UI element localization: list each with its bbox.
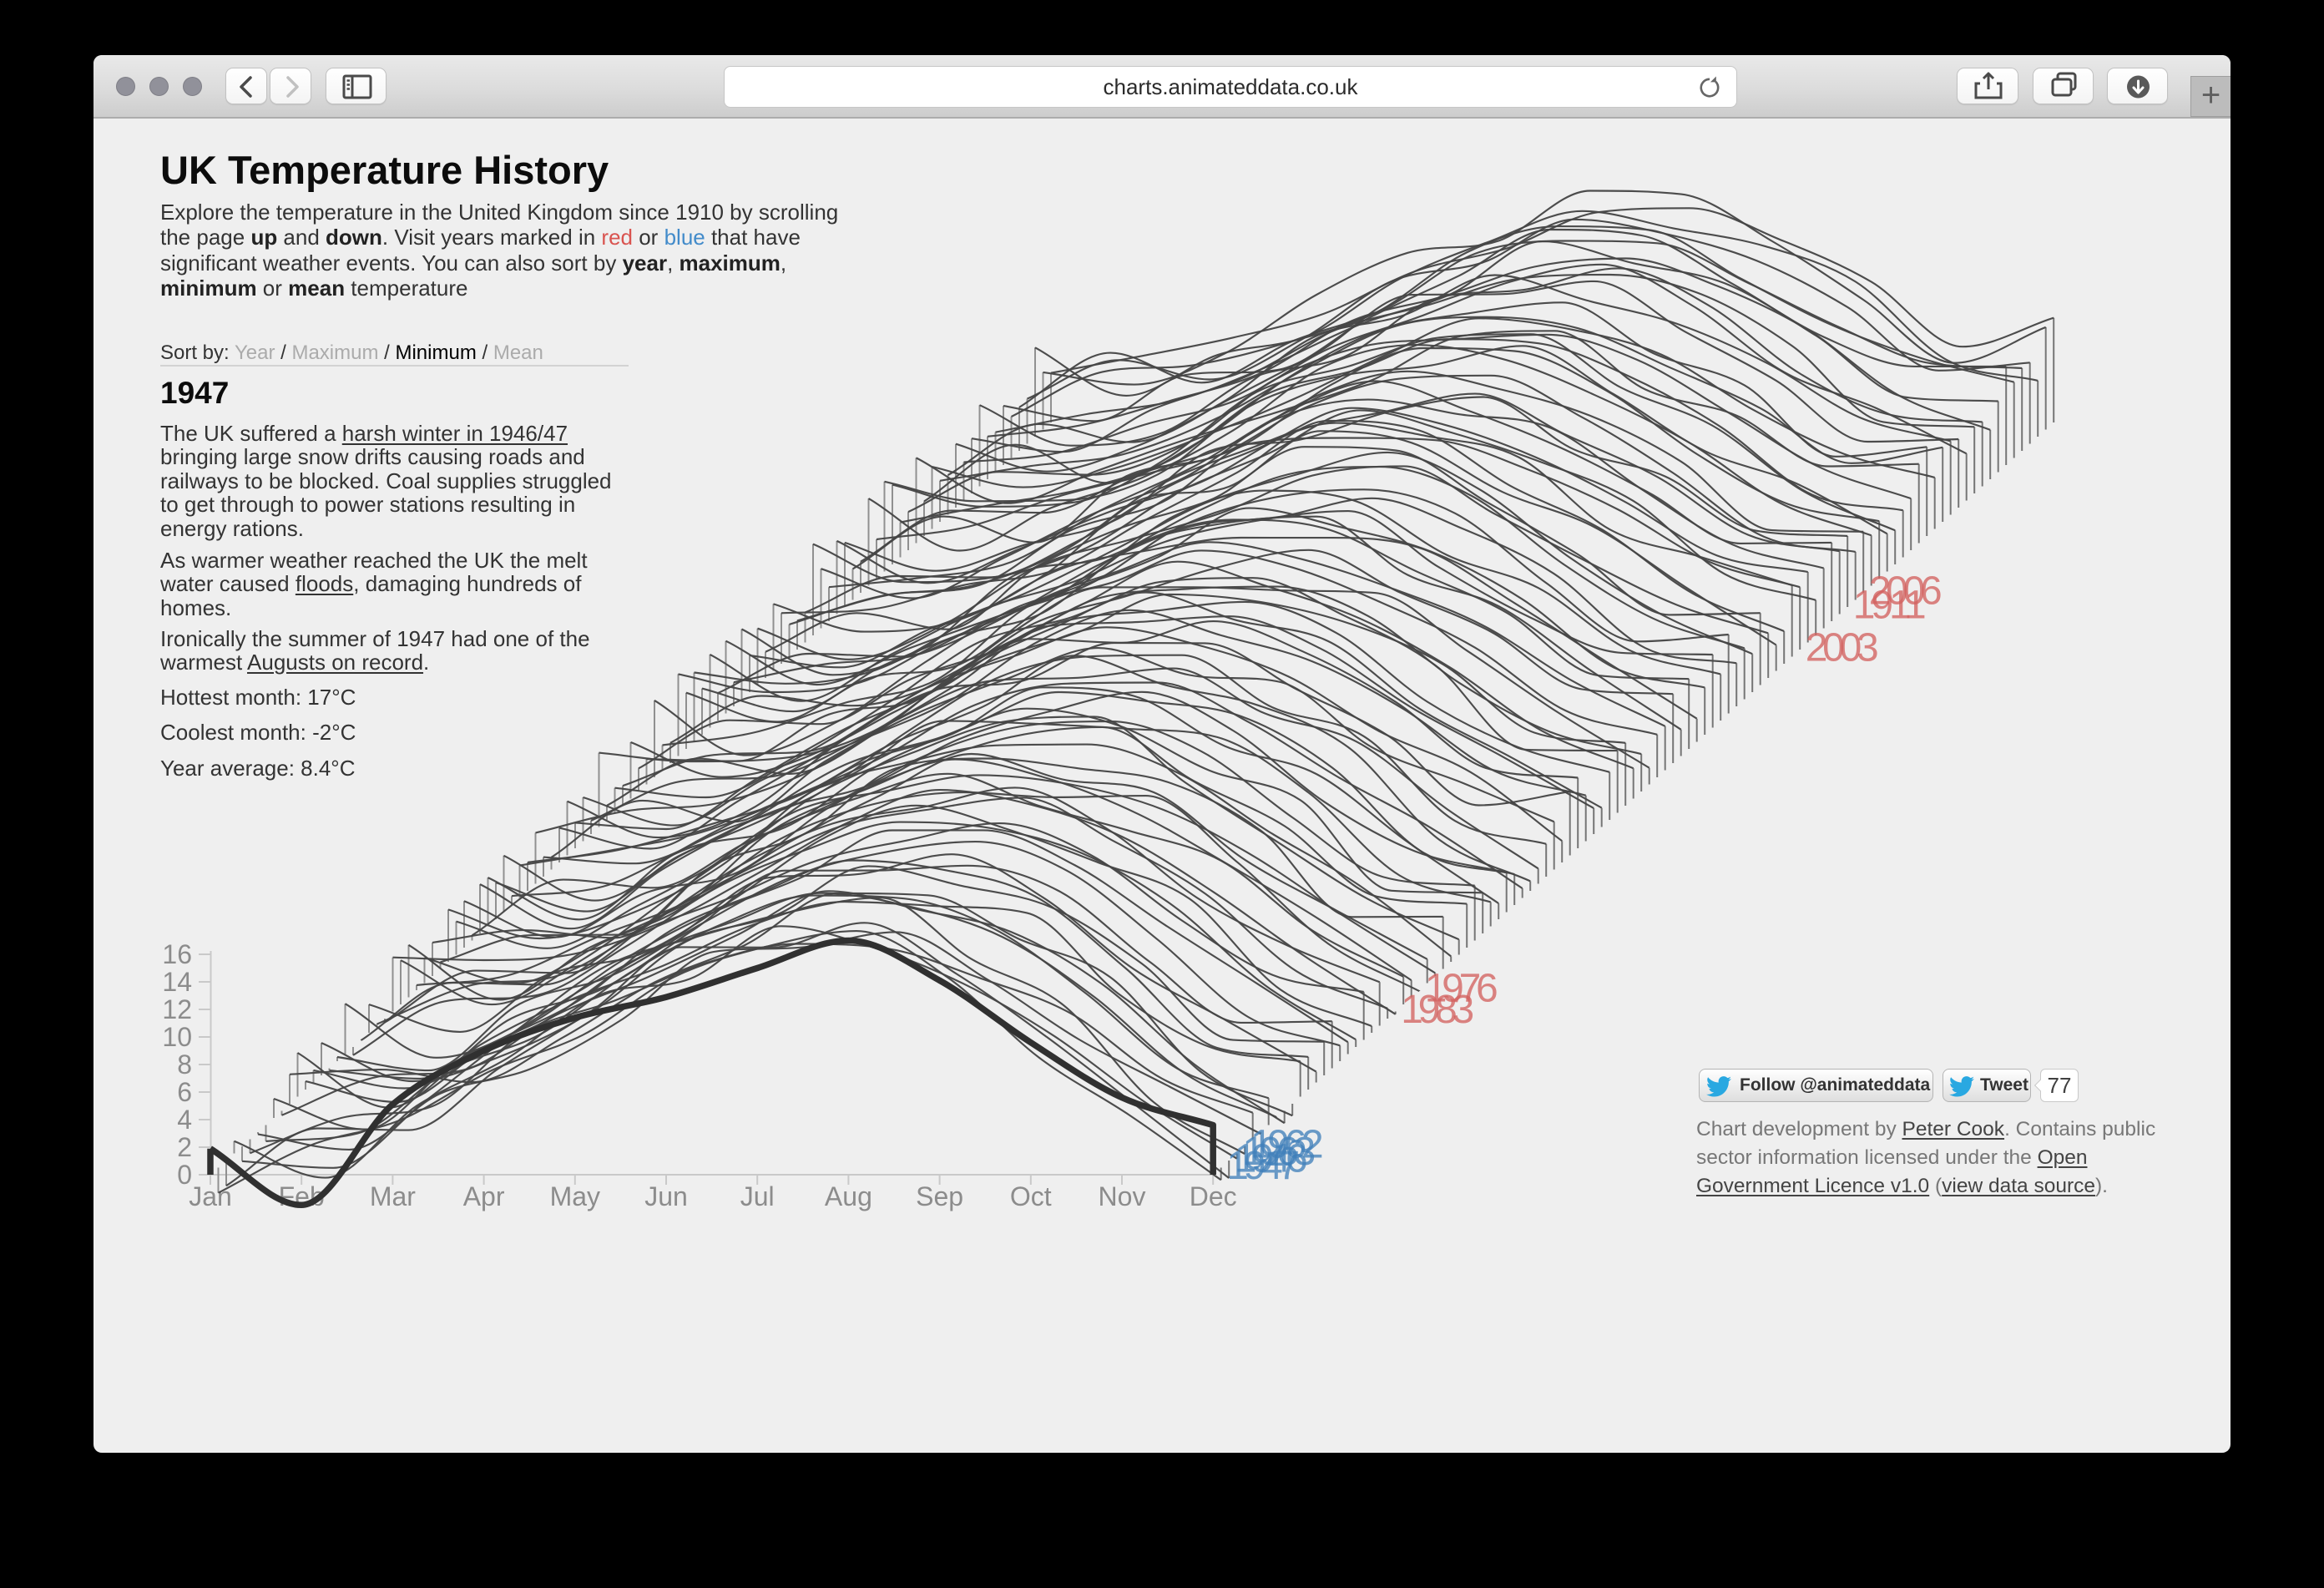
svg-text:2003: 2003 — [1806, 626, 1879, 670]
svg-text:Nov: Nov — [1099, 1181, 1146, 1211]
svg-text:Sep: Sep — [916, 1181, 963, 1211]
svg-text:16: 16 — [162, 939, 192, 969]
svg-text:Apr: Apr — [463, 1181, 505, 1211]
svg-text:4: 4 — [177, 1105, 192, 1135]
svg-text:May: May — [550, 1181, 600, 1211]
svg-text:1963: 1963 — [1242, 1130, 1316, 1174]
svg-text:14: 14 — [162, 967, 192, 997]
svg-text:Jul: Jul — [740, 1181, 775, 1211]
svg-text:8: 8 — [177, 1049, 192, 1080]
svg-text:1911: 1911 — [1853, 584, 1927, 628]
svg-text:2006: 2006 — [1869, 569, 1943, 614]
svg-text:6: 6 — [177, 1077, 192, 1107]
svg-text:Jan: Jan — [189, 1181, 232, 1211]
svg-text:2: 2 — [177, 1132, 192, 1162]
svg-text:Oct: Oct — [1010, 1181, 1052, 1211]
svg-text:1983: 1983 — [1401, 988, 1474, 1032]
svg-text:Dec: Dec — [1190, 1181, 1237, 1211]
svg-text:Mar: Mar — [370, 1181, 416, 1211]
svg-text:12: 12 — [162, 994, 192, 1024]
svg-text:1962: 1962 — [1250, 1123, 1324, 1167]
svg-text:Aug: Aug — [825, 1181, 872, 1211]
svg-text:10: 10 — [162, 1022, 192, 1052]
svg-text:Jun: Jun — [644, 1181, 688, 1211]
svg-text:1976: 1976 — [1425, 967, 1498, 1011]
svg-text:1946: 1946 — [1235, 1137, 1308, 1181]
svg-text:1947: 1947 — [1226, 1144, 1300, 1188]
svg-text:0: 0 — [177, 1160, 192, 1190]
